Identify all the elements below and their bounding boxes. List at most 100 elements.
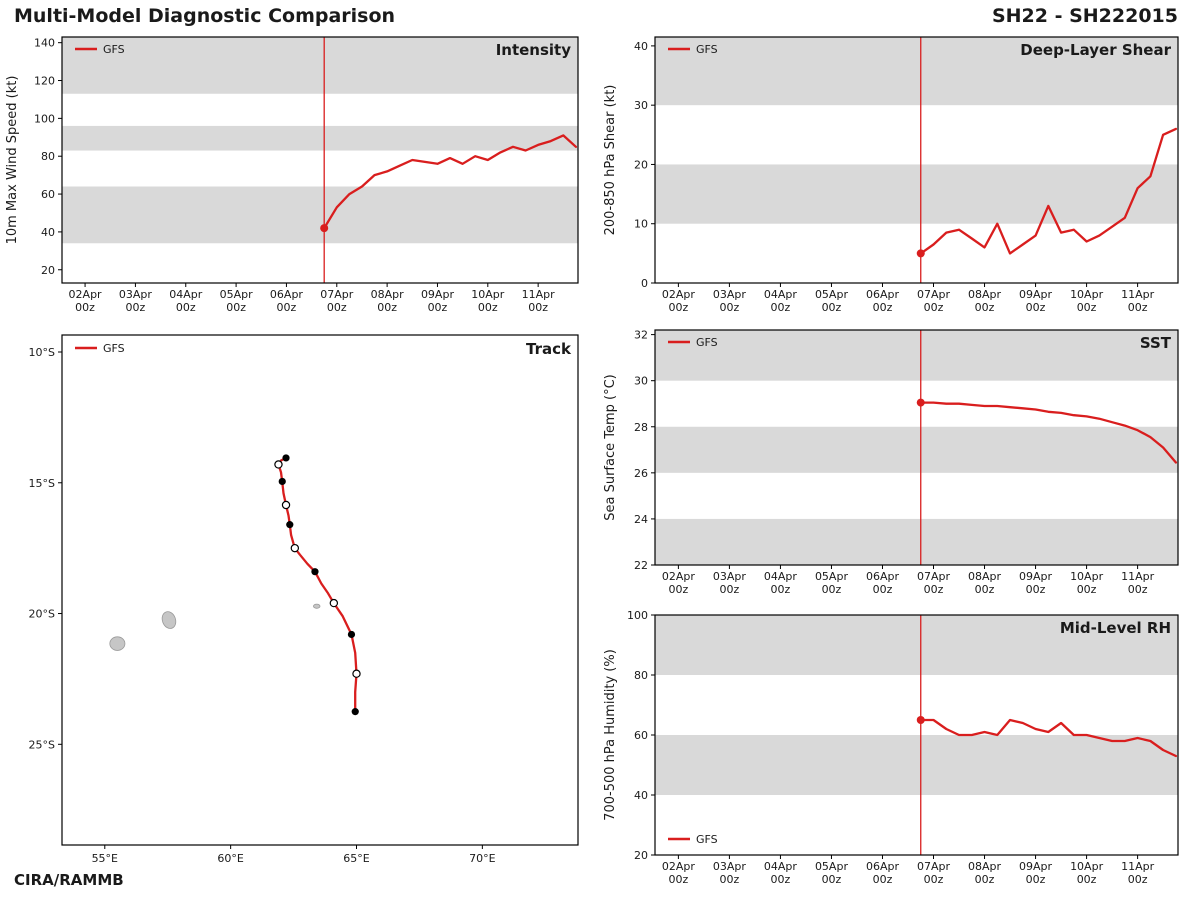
svg-text:26: 26 <box>634 467 648 480</box>
svg-text:00z: 00z <box>428 301 448 314</box>
svg-text:00z: 00z <box>668 301 688 314</box>
svg-text:60: 60 <box>634 729 648 742</box>
svg-text:GFS: GFS <box>696 43 718 56</box>
svg-text:GFS: GFS <box>696 336 718 349</box>
svg-text:03Apr: 03Apr <box>713 860 747 873</box>
svg-text:60: 60 <box>41 188 55 201</box>
svg-text:04Apr: 04Apr <box>764 570 798 583</box>
svg-text:00z: 00z <box>771 873 791 886</box>
svg-text:00z: 00z <box>924 583 944 596</box>
svg-text:00z: 00z <box>1128 301 1148 314</box>
page-title: Multi-Model Diagnostic Comparison <box>14 5 396 27</box>
svg-text:00z: 00z <box>668 583 688 596</box>
svg-text:00z: 00z <box>1026 301 1046 314</box>
svg-text:07Apr: 07Apr <box>320 288 354 301</box>
svg-text:00z: 00z <box>975 583 995 596</box>
svg-text:06Apr: 06Apr <box>866 570 900 583</box>
svg-text:00z: 00z <box>1077 583 1097 596</box>
svg-text:100: 100 <box>34 112 55 125</box>
svg-text:06Apr: 06Apr <box>270 288 304 301</box>
svg-text:00z: 00z <box>771 301 791 314</box>
svg-text:Intensity: Intensity <box>496 41 572 59</box>
svg-text:09Apr: 09Apr <box>1019 570 1053 583</box>
svg-text:00z: 00z <box>126 301 146 314</box>
storm-id: SH22 - SH222015 <box>991 5 1178 27</box>
svg-text:00z: 00z <box>873 583 893 596</box>
svg-text:00z: 00z <box>771 583 791 596</box>
svg-text:10Apr: 10Apr <box>471 288 505 301</box>
svg-text:09Apr: 09Apr <box>1019 288 1053 301</box>
svg-text:00z: 00z <box>1128 583 1148 596</box>
svg-text:Track: Track <box>526 340 572 358</box>
svg-text:03Apr: 03Apr <box>713 570 747 583</box>
svg-text:00z: 00z <box>873 873 893 886</box>
track-map: 55°E 60°E 65°E 70°E 10°S 15°S 20°S 25°S GFS Track <box>0 322 590 878</box>
svg-text:00z: 00z <box>1077 873 1097 886</box>
svg-text:03Apr: 03Apr <box>713 288 747 301</box>
svg-text:00z: 00z <box>822 583 842 596</box>
svg-text:140: 140 <box>34 37 55 50</box>
svg-text:60°E: 60°E <box>217 852 243 865</box>
svg-text:00z: 00z <box>822 873 842 886</box>
svg-text:00z: 00z <box>720 873 740 886</box>
svg-text:00z: 00z <box>668 873 688 886</box>
svg-text:Sea Surface Temp (°C): Sea Surface Temp (°C) <box>603 374 618 521</box>
svg-text:07Apr: 07Apr <box>917 860 951 873</box>
svg-text:00z: 00z <box>1026 583 1046 596</box>
svg-text:00z: 00z <box>1077 301 1097 314</box>
svg-text:32: 32 <box>634 329 648 342</box>
svg-text:04Apr: 04Apr <box>764 860 798 873</box>
svg-text:00z: 00z <box>377 301 397 314</box>
svg-text:05Apr: 05Apr <box>815 860 849 873</box>
credit-label: CIRA/RAMMB <box>14 871 124 889</box>
svg-text:00z: 00z <box>720 301 740 314</box>
svg-text:02Apr: 02Apr <box>69 288 103 301</box>
svg-text:GFS: GFS <box>103 43 125 56</box>
svg-text:03Apr: 03Apr <box>119 288 153 301</box>
svg-text:00z: 00z <box>327 301 347 314</box>
svg-text:05Apr: 05Apr <box>815 570 849 583</box>
svg-text:700-500 hPa Humidity (%): 700-500 hPa Humidity (%) <box>603 649 618 821</box>
intensity-chart: 20 40 60 80 100 120 140 02Apr 00z 03Apr 00z 04Apr 00… <box>0 28 590 320</box>
svg-text:00z: 00z <box>176 301 196 314</box>
svg-text:00z: 00z <box>226 301 246 314</box>
svg-text:20: 20 <box>41 264 55 277</box>
svg-text:40: 40 <box>41 226 55 239</box>
svg-text:05Apr: 05Apr <box>220 288 254 301</box>
svg-text:10Apr: 10Apr <box>1070 570 1104 583</box>
svg-text:08Apr: 08Apr <box>371 288 405 301</box>
svg-text:10°S: 10°S <box>29 346 55 359</box>
svg-text:200-850 hPa Shear (kt): 200-850 hPa Shear (kt) <box>603 85 618 236</box>
svg-text:55°E: 55°E <box>92 852 118 865</box>
svg-text:20: 20 <box>634 158 648 171</box>
svg-text:24: 24 <box>634 513 648 526</box>
sst-chart: 22 24 26 28 30 32 02Apr 00z 03Apr 00z 04Apr 00z 05Ap… <box>600 322 1200 600</box>
svg-text:00z: 00z <box>1128 873 1148 886</box>
svg-text:07Apr: 07Apr <box>917 288 951 301</box>
svg-text:65°E: 65°E <box>343 852 369 865</box>
svg-text:40: 40 <box>634 789 648 802</box>
svg-text:08Apr: 08Apr <box>968 860 1002 873</box>
svg-text:08Apr: 08Apr <box>968 288 1002 301</box>
svg-text:08Apr: 08Apr <box>968 570 1002 583</box>
svg-text:80: 80 <box>41 150 55 163</box>
svg-text:11Apr: 11Apr <box>522 288 556 301</box>
svg-text:06Apr: 06Apr <box>866 288 900 301</box>
svg-text:02Apr: 02Apr <box>662 288 696 301</box>
svg-text:20: 20 <box>634 849 648 862</box>
svg-text:06Apr: 06Apr <box>866 860 900 873</box>
svg-text:09Apr: 09Apr <box>421 288 455 301</box>
svg-text:70°E: 70°E <box>469 852 495 865</box>
svg-text:GFS: GFS <box>103 342 125 355</box>
svg-text:20°S: 20°S <box>29 608 55 621</box>
svg-text:04Apr: 04Apr <box>169 288 203 301</box>
svg-text:00z: 00z <box>720 583 740 596</box>
svg-text:05Apr: 05Apr <box>815 288 849 301</box>
svg-text:10: 10 <box>634 218 648 231</box>
svg-text:00z: 00z <box>478 301 498 314</box>
svg-text:09Apr: 09Apr <box>1019 860 1053 873</box>
svg-text:120: 120 <box>34 75 55 88</box>
svg-text:00z: 00z <box>924 301 944 314</box>
svg-text:04Apr: 04Apr <box>764 288 798 301</box>
